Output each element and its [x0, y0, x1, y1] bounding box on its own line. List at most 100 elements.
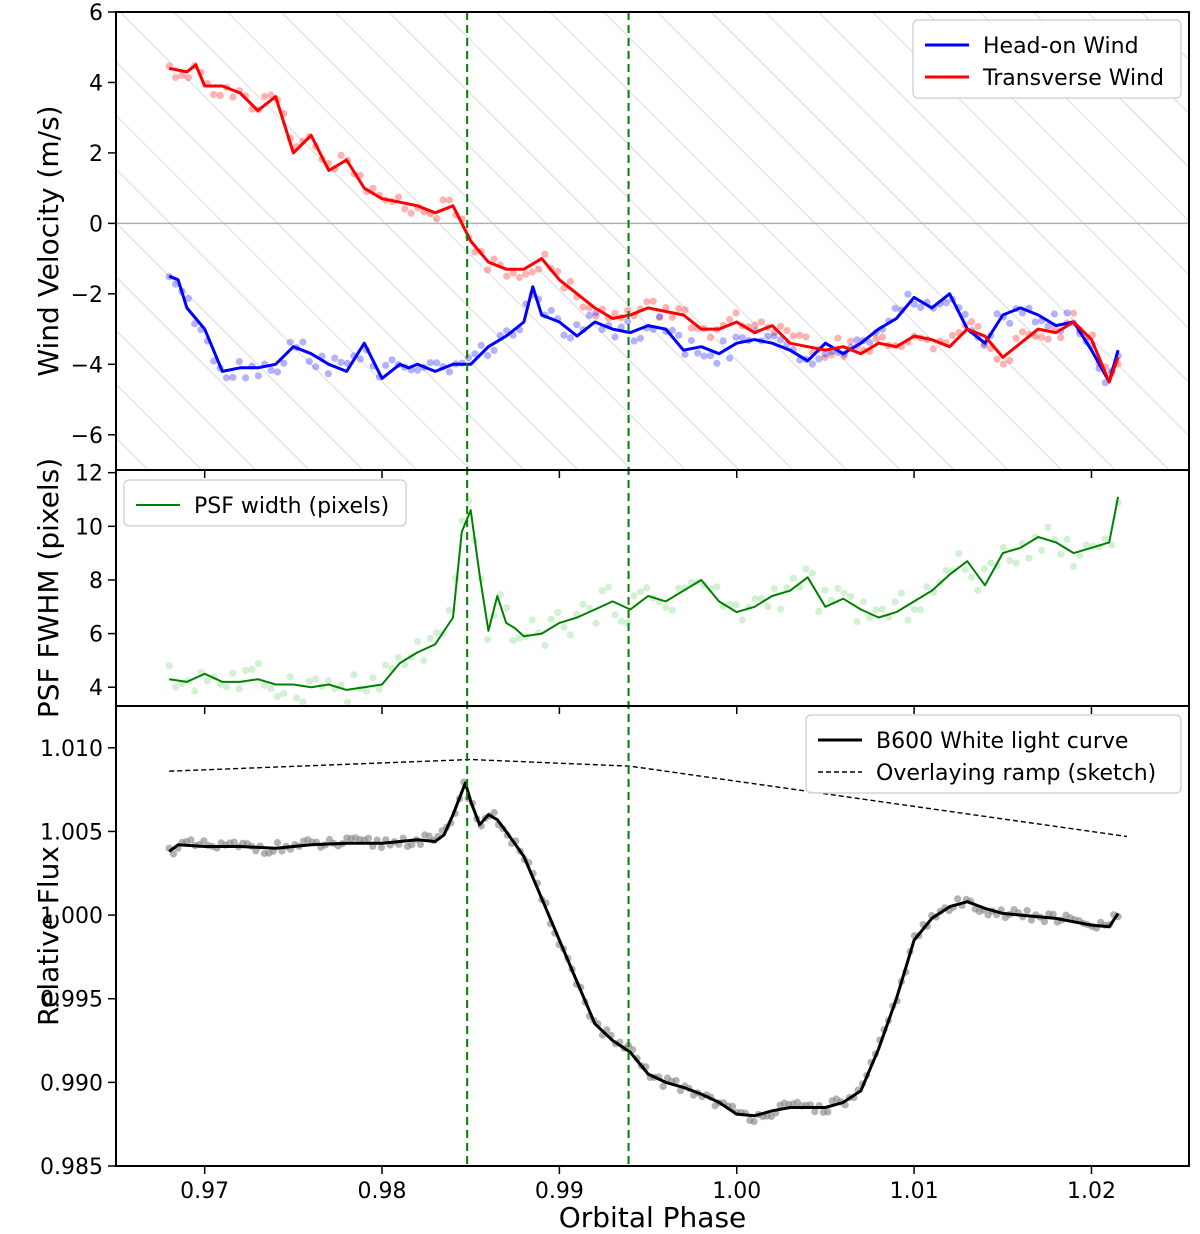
psf-width-point	[273, 692, 282, 700]
head-on-wind-point	[286, 338, 294, 346]
psf-width-point	[866, 613, 874, 622]
psf-width-point	[286, 673, 294, 681]
head-on-wind-point	[484, 352, 492, 360]
psf-width-point	[713, 583, 721, 591]
head-on-wind-point	[184, 294, 192, 303]
transverse-wind-point	[566, 277, 575, 285]
transverse-wind-point	[210, 91, 218, 99]
head-on-wind-point	[706, 352, 715, 360]
psf-width-point	[948, 567, 957, 575]
head-on-wind-point	[770, 332, 778, 340]
head-on-wind-point	[821, 350, 829, 358]
psf-width-point	[751, 595, 759, 603]
head-on-wind-point	[624, 317, 632, 326]
ramp-sketch-line	[169, 758, 1127, 838]
head-on-wind-point	[210, 357, 218, 365]
psf-width-point	[968, 573, 976, 581]
transverse-wind-point	[796, 331, 804, 339]
psf-width-point	[254, 660, 262, 668]
light-curve-point	[824, 1108, 832, 1116]
head-on-wind-point	[891, 304, 899, 312]
light-curve-point	[408, 841, 416, 849]
psf-width-point	[891, 598, 899, 606]
head-on-wind-point	[382, 361, 390, 369]
transverse-wind-point	[878, 333, 887, 341]
x-axis-label: Orbital Phase	[559, 1201, 747, 1234]
light-curve-point	[273, 839, 282, 847]
psf-ytick-label: 4	[89, 676, 103, 701]
head-on-wind-point	[222, 374, 231, 382]
psf-width-point	[1044, 523, 1052, 532]
wind-ytick-label: 0	[89, 212, 103, 237]
head-on-wind-point	[242, 374, 250, 382]
wind-ytick-label: −6	[71, 424, 103, 449]
wind-ytick-label: −2	[71, 283, 103, 308]
wind-ytick-label: −4	[71, 353, 103, 378]
psf-ytick-label: 8	[89, 569, 103, 594]
psf-width-point	[299, 698, 307, 706]
head-on-wind-point	[668, 326, 676, 334]
head-on-wind-point	[273, 368, 282, 376]
light-curve-point	[672, 1076, 680, 1085]
head-on-wind-point	[732, 333, 740, 341]
light-curve-point	[364, 834, 373, 842]
psf-y-axis-label: PSF FWHM (pixels)	[32, 458, 65, 718]
flux-ytick-label: 1.005	[40, 820, 103, 845]
light-curve-point	[676, 1087, 685, 1095]
head-on-wind-point	[267, 366, 275, 374]
transverse-wind-point	[827, 351, 836, 359]
transverse-wind-point	[968, 318, 976, 326]
flux-y-axis-label: Relative Flux	[32, 846, 65, 1026]
psf-ytick-label: 10	[75, 515, 103, 540]
transverse-wind-point	[394, 193, 403, 201]
psf-width-point	[496, 591, 504, 599]
transverse-wind-point	[439, 196, 447, 204]
psf-width-point	[222, 683, 231, 691]
xtick-label: 1.01	[890, 1179, 939, 1204]
psf-width-point	[987, 559, 995, 567]
psf-width-point	[267, 685, 275, 693]
transverse-wind-point	[929, 345, 938, 353]
flux-lines	[168, 758, 1127, 1118]
transverse-wind-point	[993, 355, 1001, 363]
psf-width-point	[420, 657, 428, 665]
psf-width-point	[464, 497, 473, 505]
head-on-wind-point	[560, 331, 568, 339]
psf-width-point	[484, 635, 492, 644]
psf-width-point	[789, 574, 797, 582]
head-on-wind-point	[414, 366, 422, 374]
psf-width-point	[350, 671, 358, 679]
head-on-wind-point	[324, 370, 332, 378]
flux-ytick-label: 1.000	[40, 904, 103, 929]
psf-width-point	[280, 689, 288, 698]
head-on-wind-point	[776, 336, 785, 344]
transverse-wind-point	[732, 309, 740, 317]
head-on-wind-point	[611, 333, 619, 341]
head-on-wind-point	[694, 349, 702, 357]
head-on-wind-point	[433, 359, 441, 367]
transverse-wind-point	[522, 270, 530, 278]
psf-width-point	[738, 616, 746, 624]
psf-width-point	[776, 605, 785, 613]
psf-width-point	[706, 585, 715, 593]
psf-width-point	[821, 586, 829, 594]
light-curve-point	[659, 1082, 667, 1090]
psf-legend	[123, 479, 407, 527]
xtick-label: 0.97	[180, 1179, 229, 1204]
transverse-wind-point	[184, 74, 192, 82]
psf-width-point	[770, 585, 778, 593]
head-on-wind-point	[573, 321, 581, 329]
psf-width-point	[394, 653, 403, 662]
transverse-wind-point	[948, 331, 957, 339]
light-curve-point	[490, 808, 498, 817]
psf-width-point	[942, 566, 950, 575]
psf-width-point	[579, 600, 587, 609]
psf-width-point	[815, 607, 823, 615]
head-on-wind-point	[445, 368, 453, 376]
head-on-wind-point	[675, 331, 683, 339]
psf-width-point	[566, 631, 575, 639]
transverse-wind-point	[433, 215, 441, 223]
psf-width-point	[840, 589, 848, 597]
psf-width-point	[414, 637, 422, 646]
head-on-wind-point	[477, 341, 485, 349]
